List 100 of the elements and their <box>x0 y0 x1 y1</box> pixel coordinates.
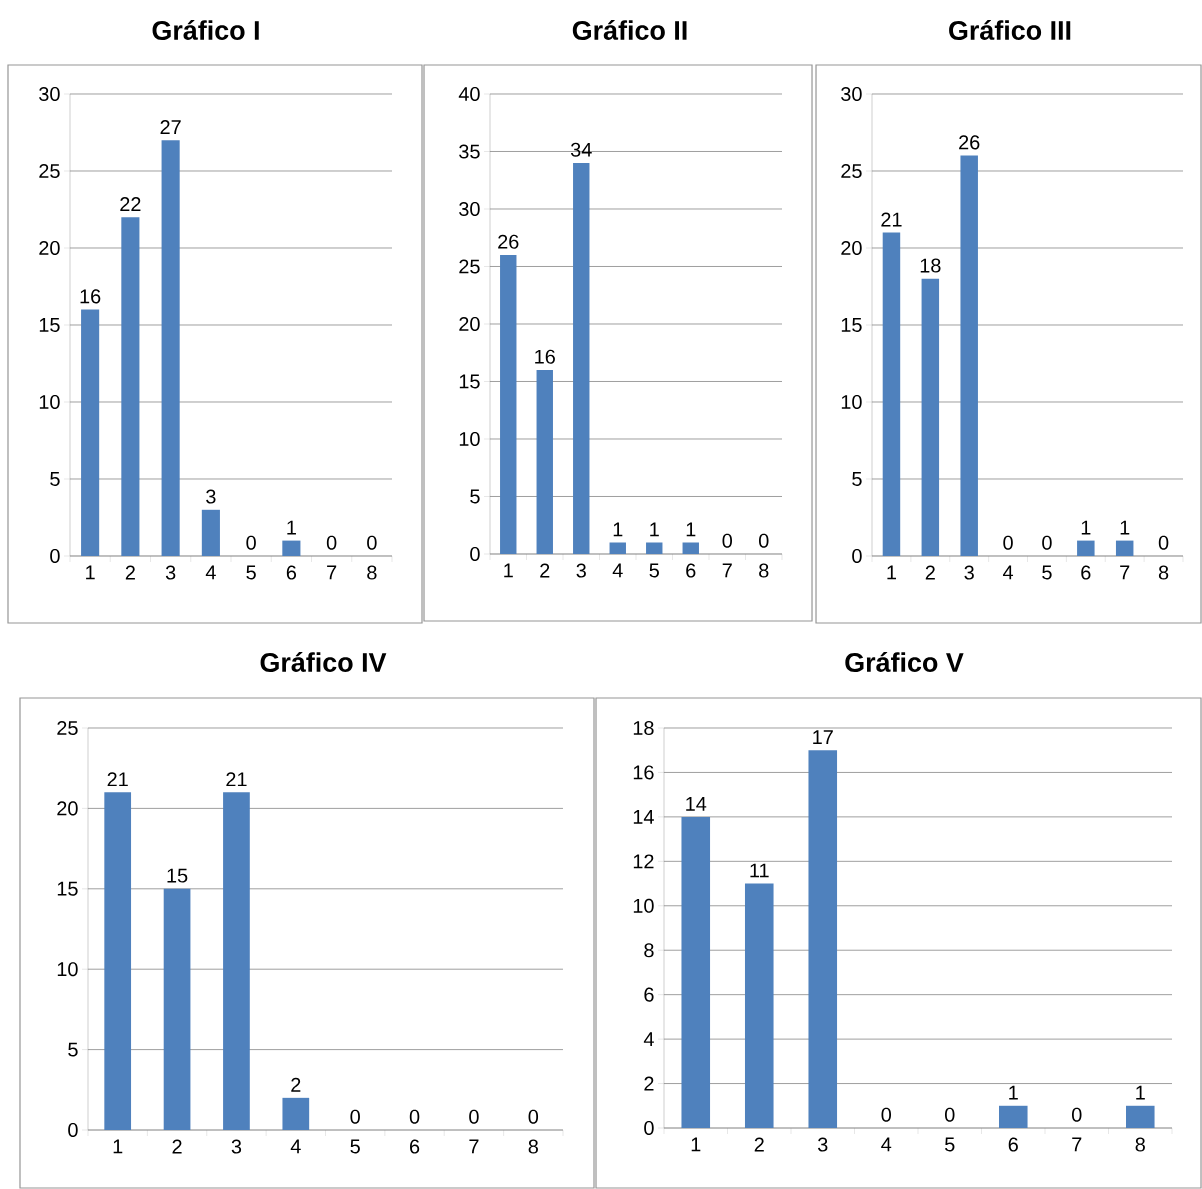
bar <box>161 140 180 556</box>
bar <box>282 1097 310 1130</box>
data-label: 34 <box>570 142 592 157</box>
x-tick-label: 4 <box>1002 565 1014 580</box>
x-tick-label: 1 <box>113 1139 123 1154</box>
data-label: 21 <box>881 212 902 227</box>
bar <box>609 542 626 554</box>
chart-title: Gráfico III <box>949 19 1071 40</box>
chart-title: Gráfico II <box>572 19 687 40</box>
bar <box>223 792 250 1130</box>
y-tick-label: 0 <box>852 548 862 564</box>
data-label: 15 <box>167 868 188 883</box>
data-label: 0 <box>881 1107 892 1122</box>
x-tick-label: 7 <box>722 563 732 578</box>
x-tick-label: 5 <box>1042 565 1052 580</box>
x-tick-label: 5 <box>945 1137 955 1152</box>
x-tick-label: 4 <box>881 1137 892 1152</box>
data-label: 17 <box>813 730 833 745</box>
data-label: 1 <box>1009 1085 1018 1100</box>
data-label: 11 <box>750 863 769 878</box>
y-tick-label: 30 <box>459 201 480 217</box>
data-label: 0 <box>528 1109 539 1124</box>
x-tick-label: 3 <box>231 1139 242 1154</box>
data-label: 1 <box>686 522 696 537</box>
y-tick-label: 25 <box>57 720 78 736</box>
y-tick-label: 20 <box>57 801 78 816</box>
data-label: 1 <box>650 522 659 537</box>
bar <box>1115 540 1134 556</box>
bar <box>201 509 220 556</box>
x-tick-label: 8 <box>759 563 769 578</box>
x-tick-label: 8 <box>528 1139 538 1154</box>
data-label: 0 <box>367 535 377 550</box>
x-tick-label: 3 <box>817 1137 828 1152</box>
y-tick-label: 16 <box>633 765 654 780</box>
y-tick-label: 10 <box>841 394 862 410</box>
bar <box>960 155 978 556</box>
y-tick-label: 0 <box>50 548 60 564</box>
data-label: 1 <box>613 522 623 537</box>
y-tick-label: 20 <box>39 240 60 256</box>
x-tick-label: 6 <box>1081 565 1091 580</box>
bar <box>882 232 901 556</box>
x-tick-label: 6 <box>410 1139 420 1154</box>
x-tick-label: 7 <box>1072 1137 1082 1152</box>
y-tick-label: 25 <box>841 163 862 179</box>
data-label: 0 <box>1003 535 1013 550</box>
y-tick-label: 10 <box>459 431 480 447</box>
y-tick-label: 2 <box>644 1076 654 1091</box>
bar <box>104 792 132 1130</box>
y-tick-label: 10 <box>633 898 654 913</box>
chart-title: Gráfico IV <box>260 651 387 672</box>
x-tick-label: 1 <box>504 563 513 578</box>
bar <box>744 883 774 1128</box>
data-label: 16 <box>80 289 101 304</box>
chart-title: Gráfico I <box>152 19 259 40</box>
y-tick-label: 12 <box>633 854 654 869</box>
x-tick-label: 4 <box>205 565 216 580</box>
x-tick-label: 2 <box>172 1139 182 1154</box>
y-tick-label: 4 <box>643 1032 654 1046</box>
x-tick-label: 6 <box>286 565 297 580</box>
y-tick-label: 25 <box>39 163 60 179</box>
x-tick-label: 2 <box>925 565 935 580</box>
bar <box>682 542 699 554</box>
data-label: 14 <box>686 796 707 811</box>
y-tick-label: 0 <box>470 546 480 562</box>
y-tick-label: 10 <box>39 394 60 410</box>
y-tick-label: 15 <box>39 318 60 332</box>
data-label: 1 <box>1081 520 1091 535</box>
bar <box>681 816 711 1128</box>
y-tick-label: 5 <box>470 489 480 504</box>
x-tick-label: 8 <box>367 565 377 580</box>
x-tick-label: 2 <box>125 565 135 580</box>
x-tick-label: 6 <box>686 563 696 578</box>
x-tick-label: 4 <box>612 563 623 578</box>
x-tick-label: 7 <box>469 1139 479 1154</box>
bar <box>121 217 140 556</box>
bar <box>500 254 517 554</box>
data-label: 1 <box>1120 520 1130 535</box>
data-label: 0 <box>326 535 337 550</box>
x-tick-label: 7 <box>1120 565 1130 580</box>
x-tick-label: 3 <box>964 565 974 580</box>
data-label: 0 <box>409 1109 420 1124</box>
y-tick-label: 18 <box>633 720 654 736</box>
y-tick-label: 5 <box>852 472 862 486</box>
y-tick-label: 40 <box>458 86 480 102</box>
y-tick-label: 0 <box>68 1122 78 1138</box>
y-tick-label: 30 <box>841 86 862 102</box>
x-tick-label: 8 <box>1158 565 1169 580</box>
y-tick-label: 35 <box>459 144 480 159</box>
x-tick-label: 1 <box>86 565 95 580</box>
bar <box>536 369 553 554</box>
y-tick-label: 30 <box>39 86 60 102</box>
bar <box>81 309 100 556</box>
y-tick-label: 15 <box>459 374 480 389</box>
bar <box>1125 1105 1155 1128</box>
data-label: 26 <box>498 234 519 249</box>
data-label: 21 <box>226 772 247 787</box>
y-tick-label: 5 <box>50 472 60 486</box>
y-tick-label: 6 <box>644 987 654 1002</box>
x-tick-label: 6 <box>1008 1137 1018 1152</box>
data-label: 0 <box>246 535 256 550</box>
